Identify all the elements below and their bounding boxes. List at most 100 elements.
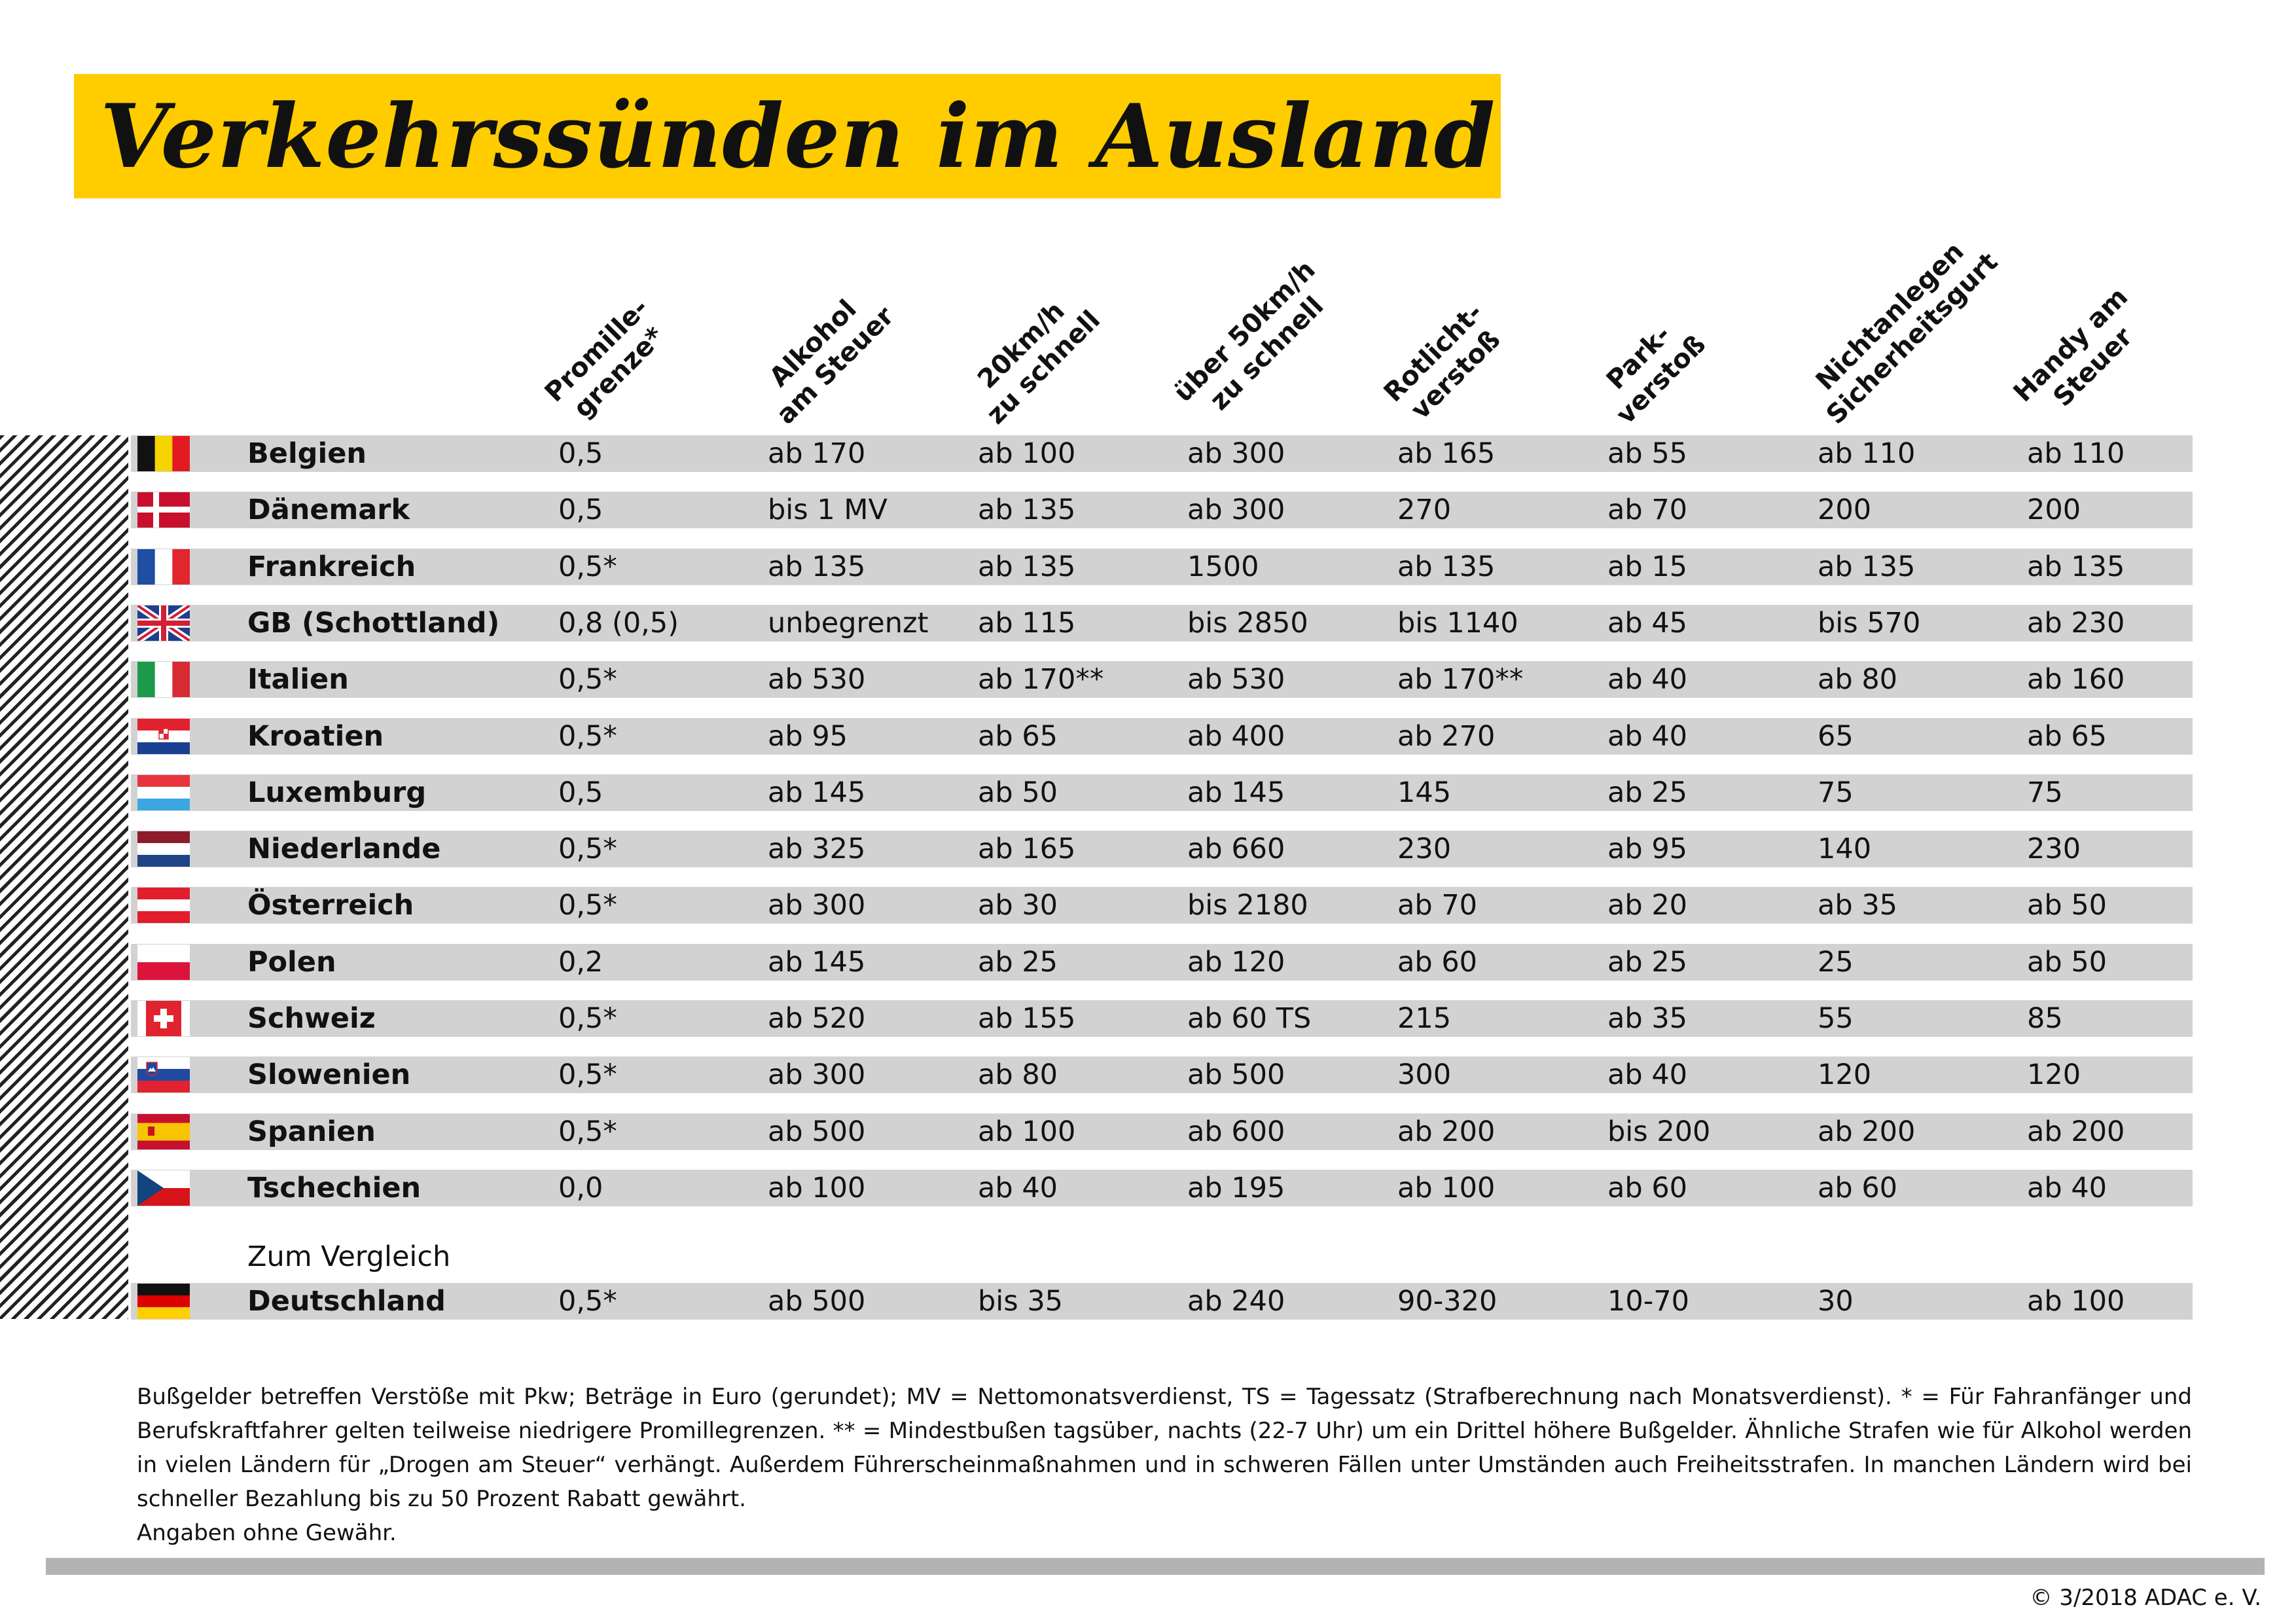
fine-value: ab 200 <box>1397 1115 1496 1148</box>
fine-value: ab 145 <box>768 946 866 979</box>
fine-value: ab 95 <box>768 720 848 753</box>
fine-value: 55 <box>1818 1002 1854 1035</box>
fine-value: 230 <box>2027 833 2081 865</box>
column-header: über 50km/h zu schnell <box>1168 255 1344 431</box>
table-row <box>131 1113 2193 1150</box>
table-row <box>131 549 2193 585</box>
column-header: 20km/h zu schnell <box>958 282 1107 431</box>
page-title: Verkehrssünden im Ausland <box>100 84 1496 188</box>
country-name: Belgien <box>247 437 367 470</box>
fine-value: 0,5* <box>558 1285 617 1318</box>
title-banner: Verkehrssünden im Ausland <box>74 74 1501 198</box>
fine-value: 140 <box>1818 833 1872 865</box>
fine-value: 0,5 <box>558 494 603 526</box>
fine-value: ab 530 <box>768 663 866 696</box>
fine-value: 215 <box>1397 1002 1452 1035</box>
flag-italy-icon <box>137 662 190 697</box>
fine-value: bis 2180 <box>1187 889 1308 922</box>
fine-value: 0,8 (0,5) <box>558 607 679 640</box>
fine-value: bis 1 MV <box>768 494 888 526</box>
fine-value: ab 95 <box>1607 833 1688 865</box>
fine-value: ab 240 <box>1187 1285 1285 1318</box>
table-row <box>131 1000 2193 1037</box>
flag-denmark-icon <box>137 492 190 528</box>
fine-value: 30 <box>1818 1285 1854 1318</box>
fine-value: 90-320 <box>1397 1285 1498 1318</box>
flag-spain-icon <box>137 1114 190 1149</box>
fine-value: ab 600 <box>1187 1115 1285 1148</box>
fine-value: ab 135 <box>978 494 1076 526</box>
fine-value: 0,5* <box>558 889 617 922</box>
fine-value: ab 100 <box>978 437 1076 470</box>
country-name: GB (Schottland) <box>247 607 500 640</box>
fine-value: ab 120 <box>1187 946 1285 979</box>
fine-value: ab 65 <box>2027 720 2108 753</box>
fine-value: ab 35 <box>1607 1002 1688 1035</box>
comparison-row <box>131 1283 2193 1320</box>
fine-value: ab 110 <box>2027 437 2125 470</box>
fine-value: ab 170 <box>768 437 866 470</box>
fine-value: ab 155 <box>978 1002 1076 1035</box>
fine-value: ab 25 <box>1607 946 1688 979</box>
hatch-decoration <box>0 435 128 1319</box>
fine-value: 0,5* <box>558 833 617 865</box>
fine-value: 10-70 <box>1607 1285 1689 1318</box>
country-name: Schweiz <box>247 1002 376 1035</box>
fine-value: ab 80 <box>1818 663 1898 696</box>
flag-poland-icon <box>137 945 190 980</box>
flag-belgium-icon <box>137 436 190 471</box>
fine-value: ab 50 <box>978 776 1058 809</box>
country-name: Niederlande <box>247 833 441 865</box>
fine-value: ab 135 <box>978 550 1076 583</box>
fine-value: ab 25 <box>1607 776 1688 809</box>
fine-value: ab 270 <box>1397 720 1496 753</box>
fine-value: 120 <box>2027 1058 2081 1091</box>
country-name: Dänemark <box>247 494 410 526</box>
fine-value: bis 200 <box>1607 1115 1711 1148</box>
fine-value: ab 45 <box>1607 607 1688 640</box>
fine-value: ab 100 <box>768 1172 866 1204</box>
fine-value: ab 80 <box>978 1058 1058 1091</box>
country-name: Kroatien <box>247 720 384 753</box>
country-name: Luxemburg <box>247 776 427 809</box>
country-name: Slowenien <box>247 1058 411 1091</box>
fine-value: bis 570 <box>1818 607 1921 640</box>
fine-value: ab 170** <box>978 663 1104 696</box>
fine-value: ab 300 <box>1187 494 1285 526</box>
fine-value: 75 <box>1818 776 1854 809</box>
flag-netherlands-icon <box>137 831 190 867</box>
fine-value: 0,5* <box>558 1058 617 1091</box>
fine-value: ab 165 <box>1397 437 1496 470</box>
flag-slovenia-icon <box>137 1057 190 1092</box>
fine-value: 0,5* <box>558 1002 617 1035</box>
country-name: Deutschland <box>247 1285 446 1318</box>
fine-value: ab 40 <box>2027 1172 2108 1204</box>
fine-value: ab 20 <box>1607 889 1688 922</box>
fine-value: ab 145 <box>768 776 866 809</box>
country-name: Spanien <box>247 1115 376 1148</box>
fine-value: 65 <box>1818 720 1854 753</box>
fine-value: 1500 <box>1187 550 1259 583</box>
fine-value: 300 <box>1397 1058 1452 1091</box>
fine-value: ab 145 <box>1187 776 1285 809</box>
column-header: Rotlicht-verstoß <box>1378 297 1511 431</box>
flag-croatia-icon <box>137 719 190 754</box>
fine-value: 0,5* <box>558 550 617 583</box>
column-header: Handy am Steuer <box>2007 281 2157 431</box>
fine-value: 200 <box>1818 494 1872 526</box>
table-row <box>131 492 2193 528</box>
fine-value: 270 <box>1397 494 1452 526</box>
fine-value: 0,5 <box>558 437 603 470</box>
fine-value: 0,5* <box>558 1115 617 1148</box>
table-row <box>131 718 2193 755</box>
fine-value: ab 530 <box>1187 663 1285 696</box>
fine-value: ab 500 <box>1187 1058 1285 1091</box>
fine-value: ab 135 <box>1818 550 1916 583</box>
table-row <box>131 605 2193 641</box>
fine-value: ab 60 <box>1607 1172 1688 1204</box>
fine-value: 0,0 <box>558 1172 603 1204</box>
flag-switzerland-icon <box>137 1001 190 1036</box>
table-row <box>131 1170 2193 1206</box>
fine-value: ab 110 <box>1818 437 1916 470</box>
table-row <box>131 435 2193 472</box>
